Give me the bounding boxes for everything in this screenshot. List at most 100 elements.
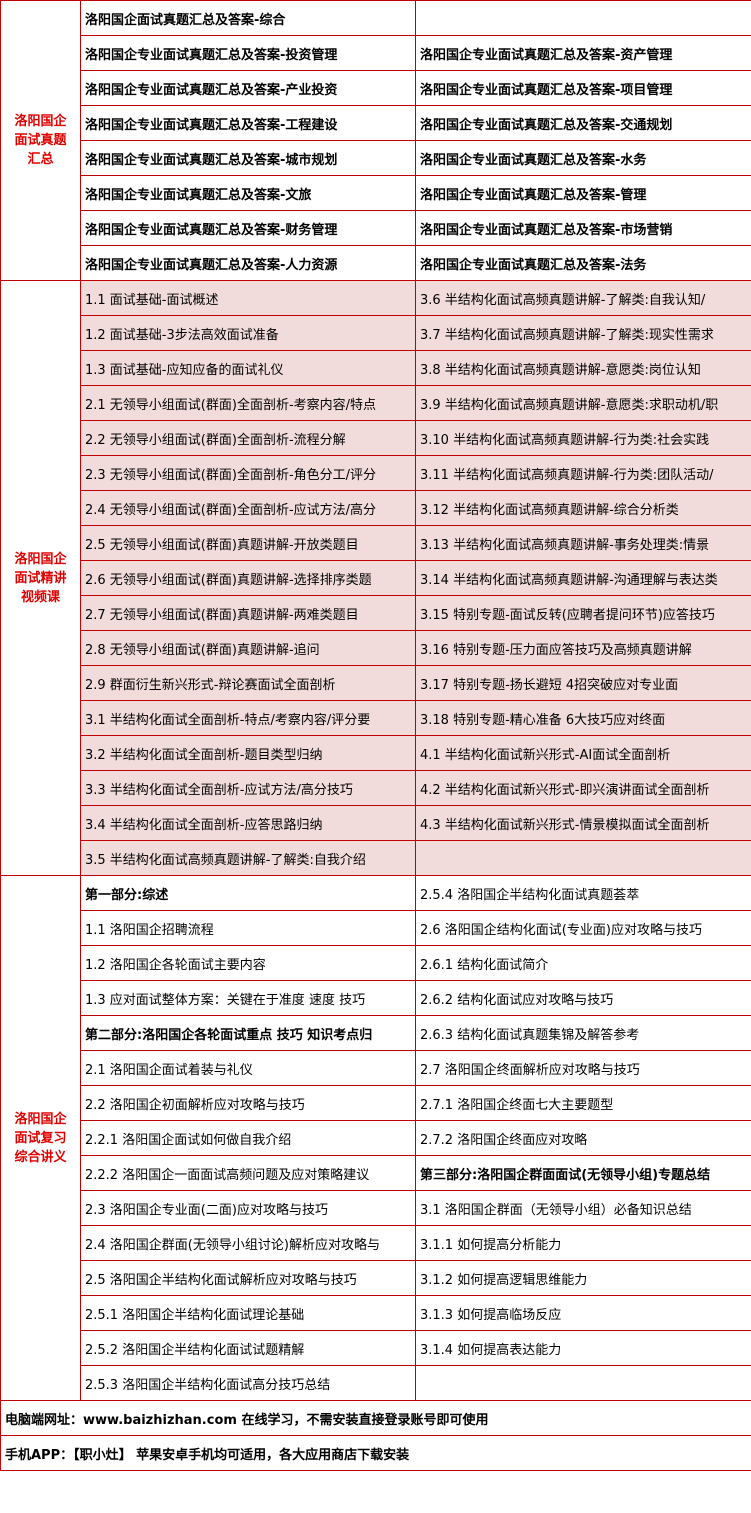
table-row: 2.1 洛阳国企面试着装与礼仪 2.7 洛阳国企终面解析应对攻略与技巧 (1, 1050, 751, 1086)
cell: 洛阳国企专业面试真题汇总及答案-人力资源 (80, 245, 416, 281)
cell: 3.13 半结构化面试高频真题讲解-事务处理类:情景 (415, 525, 751, 561)
cell: 洛阳国企专业面试真题汇总及答案-工程建设 (80, 105, 416, 141)
cell: 3.17 特别专题-扬长避短 4招突破应对专业面 (415, 665, 751, 701)
cell: 2.5 洛阳国企半结构化面试解析应对攻略与技巧 (80, 1260, 416, 1296)
cell: 3.1.4 如何提高表达能力 (415, 1330, 751, 1366)
cell: 1.3 应对面试整体方案：关键在于准度 速度 技巧 (80, 980, 416, 1016)
cell: 1.1 面试基础-面试概述 (80, 280, 416, 316)
table-row: 2.5.2 洛阳国企半结构化面试试题精解 3.1.4 如何提高表达能力 (1, 1330, 751, 1366)
footer-row: 手机APP：【职小灶】 苹果安卓手机均可适用，各大应用商店下载安装 (0, 1435, 751, 1471)
cell: 2.5.2 洛阳国企半结构化面试试题精解 (80, 1330, 416, 1366)
table-row: 3.3 半结构化面试全面剖析-应试方法/高分技巧 4.2 半结构化面试新兴形式-即… (1, 770, 751, 806)
cell: 2.6 无领导小组面试(群面)真题讲解-选择排序类题 (80, 560, 416, 596)
table-row: 2.4 无领导小组面试(群面)全面剖析-应试方法/高分 3.12 半结构化面试高频… (1, 490, 751, 526)
table-row: 洛阳国企专业面试真题汇总及答案-产业投资 洛阳国企专业面试真题汇总及答案-项目管理 (1, 70, 751, 106)
cell: 3.1 洛阳国企群面（无领导小组）必备知识总结 (415, 1190, 751, 1226)
table-row: 2.3 洛阳国企专业面(二面)应对攻略与技巧 3.1 洛阳国企群面（无领导小组）必… (1, 1190, 751, 1226)
table-row: 1.3 面试基础-应知应备的面试礼仪 3.8 半结构化面试高频真题讲解-意愿类:岗… (1, 350, 751, 386)
cell: 3.11 半结构化面试高频真题讲解-行为类:团队活动/ (415, 455, 751, 491)
footer-row: 电脑端网址：www.baizhizhan.com 在线学习，不需安装直接登录账号… (0, 1400, 751, 1436)
cell: 2.6 洛阳国企结构化面试(专业面)应对攻略与技巧 (415, 910, 751, 946)
cell: 2.3 无领导小组面试(群面)全面剖析-角色分工/评分 (80, 455, 416, 491)
table-row: 2.4 洛阳国企群面(无领导小组讨论)解析应对攻略与 3.1.1 如何提高分析能力 (1, 1225, 751, 1261)
cell: 3.15 特别专题-面试反转(应聘者提问环节)应答技巧 (415, 595, 751, 631)
cell: 2.5.3 洛阳国企半结构化面试高分技巧总结 (80, 1365, 416, 1401)
cell: 3.14 半结构化面试高频真题讲解-沟通理解与表达类 (415, 560, 751, 596)
cell: 3.1 半结构化面试全面剖析-特点/考察内容/评分要 (80, 700, 416, 736)
cell: 3.8 半结构化面试高频真题讲解-意愿类:岗位认知 (415, 350, 751, 386)
table-row: 3.1 半结构化面试全面剖析-特点/考察内容/评分要 3.18 特别专题-精心准备… (1, 700, 751, 736)
footer-text: 手机APP：【职小灶】 苹果安卓手机均可适用，各大应用商店下载安装 (0, 1435, 751, 1471)
cell: 第一部分:综述 (80, 875, 416, 911)
cell: 3.1.1 如何提高分析能力 (415, 1225, 751, 1261)
table-row: 1.2 洛阳国企各轮面试主要内容 2.6.1 结构化面试简介 (1, 945, 751, 981)
cell: 2.6.2 结构化面试应对攻略与技巧 (415, 980, 751, 1016)
table-row: 2.5 洛阳国企半结构化面试解析应对攻略与技巧 3.1.2 如何提高逻辑思维能力 (1, 1260, 751, 1296)
cell: 2.4 洛阳国企群面(无领导小组讨论)解析应对攻略与 (80, 1225, 416, 1261)
cell: 洛阳国企专业面试真题汇总及答案-管理 (415, 175, 751, 211)
cell: 4.1 半结构化面试新兴形式-AI面试全面剖析 (415, 735, 751, 771)
cell: 洛阳国企面试真题汇总及答案-综合 (80, 0, 416, 36)
section-title: 洛阳国企面试复习综合讲义 (0, 875, 81, 1401)
footer-text: 电脑端网址：www.baizhizhan.com 在线学习，不需安装直接登录账号… (0, 1400, 751, 1436)
cell: 3.18 特别专题-精心准备 6大技巧应对终面 (415, 700, 751, 736)
cell: 3.6 半结构化面试高频真题讲解-了解类:自我认知/ (415, 280, 751, 316)
table-row: 洛阳国企专业面试真题汇总及答案-工程建设 洛阳国企专业面试真题汇总及答案-交通规划 (1, 105, 751, 141)
cell: 2.6.1 结构化面试简介 (415, 945, 751, 981)
course-table: 洛阳国企面试真题汇总 洛阳国企面试真题汇总及答案-综合 洛阳国企专业面试真题汇总及答… (0, 0, 751, 1471)
table-row: 洛阳国企面试真题汇总 洛阳国企面试真题汇总及答案-综合 (0, 0, 751, 281)
table-row: 2.5.1 洛阳国企半结构化面试理论基础 3.1.3 如何提高临场反应 (1, 1295, 751, 1331)
table-row: 2.2.1 洛阳国企面试如何做自我介绍 2.7.2 洛阳国企终面应对攻略 (1, 1120, 751, 1156)
cell: 2.2.2 洛阳国企一面面试高频问题及应对策略建议 (80, 1155, 416, 1191)
cell: 洛阳国企专业面试真题汇总及答案-城市规划 (80, 140, 416, 176)
cell: 洛阳国企专业面试真题汇总及答案-投资管理 (80, 35, 416, 71)
cell: 2.2.1 洛阳国企面试如何做自我介绍 (80, 1120, 416, 1156)
cell: 洛阳国企专业面试真题汇总及答案-水务 (415, 140, 751, 176)
table-row: 洛阳国企专业面试真题汇总及答案-人力资源 洛阳国企专业面试真题汇总及答案-法务 (1, 245, 751, 281)
cell: 3.1.2 如何提高逻辑思维能力 (415, 1260, 751, 1296)
cell: 1.2 洛阳国企各轮面试主要内容 (80, 945, 416, 981)
cell: 洛阳国企专业面试真题汇总及答案-项目管理 (415, 70, 751, 106)
cell: 洛阳国企专业面试真题汇总及答案-市场营销 (415, 210, 751, 246)
cell: 第二部分:洛阳国企各轮面试重点 技巧 知识考点归 (80, 1015, 416, 1051)
cell: 4.2 半结构化面试新兴形式-即兴演讲面试全面剖析 (415, 770, 751, 806)
table-row: 洛阳国企面试复习综合讲义 第一部分:综述 2.5.4 洛阳国企半结构化面试真题荟萃 (0, 875, 751, 1401)
cell: 1.2 面试基础-3步法高效面试准备 (80, 315, 416, 351)
cell: 3.10 半结构化面试高频真题讲解-行为类:社会实践 (415, 420, 751, 456)
cell: 3.16 特别专题-压力面应答技巧及高频真题讲解 (415, 630, 751, 666)
cell: 洛阳国企专业面试真题汇总及答案-资产管理 (415, 35, 751, 71)
cell: 2.5.4 洛阳国企半结构化面试真题荟萃 (415, 875, 751, 911)
cell: 2.1 洛阳国企面试着装与礼仪 (80, 1050, 416, 1086)
cell: 3.5 半结构化面试高频真题讲解-了解类:自我介绍 (80, 840, 416, 876)
cell: 3.2 半结构化面试全面剖析-题目类型归纳 (80, 735, 416, 771)
table-row: 1.2 面试基础-3步法高效面试准备 3.7 半结构化面试高频真题讲解-了解类:现… (1, 315, 751, 351)
cell: 2.7.1 洛阳国企终面七大主要题型 (415, 1085, 751, 1121)
cell (415, 840, 751, 876)
table-row: 2.6 无领导小组面试(群面)真题讲解-选择排序类题 3.14 半结构化面试高频真… (1, 560, 751, 596)
cell (415, 0, 751, 36)
section-title: 洛阳国企面试真题汇总 (0, 0, 81, 281)
table-row: 2.7 无领导小组面试(群面)真题讲解-两难类题目 3.15 特别专题-面试反转(… (1, 595, 751, 631)
cell: 1.1 洛阳国企招聘流程 (80, 910, 416, 946)
table-row: 2.2 洛阳国企初面解析应对攻略与技巧 2.7.1 洛阳国企终面七大主要题型 (1, 1085, 751, 1121)
table-row: 洛阳国企专业面试真题汇总及答案-投资管理 洛阳国企专业面试真题汇总及答案-资产管理 (1, 35, 751, 71)
cell: 2.6.3 结构化面试真题集锦及解答参考 (415, 1015, 751, 1051)
cell: 2.1 无领导小组面试(群面)全面剖析-考察内容/特点 (80, 385, 416, 421)
table-row: 洛阳国企专业面试真题汇总及答案-财务管理 洛阳国企专业面试真题汇总及答案-市场营销 (1, 210, 751, 246)
cell: 第三部分:洛阳国企群面面试(无领导小组)专题总结 (415, 1155, 751, 1191)
table-row: 第二部分:洛阳国企各轮面试重点 技巧 知识考点归 2.6.3 结构化面试真题集锦及… (1, 1015, 751, 1051)
cell: 2.7 洛阳国企终面解析应对攻略与技巧 (415, 1050, 751, 1086)
table-row: 2.1 无领导小组面试(群面)全面剖析-考察内容/特点 3.9 半结构化面试高频真… (1, 385, 751, 421)
table-row: 2.9 群面衍生新兴形式-辩论赛面试全面剖析 3.17 特别专题-扬长避短 4招突… (1, 665, 751, 701)
cell: 2.5.1 洛阳国企半结构化面试理论基础 (80, 1295, 416, 1331)
table-row: 洛阳国企面试精讲视频课 1.1 面试基础-面试概述 3.6 半结构化面试高频真题讲解… (0, 280, 751, 876)
cell: 2.8 无领导小组面试(群面)真题讲解-追问 (80, 630, 416, 666)
cell: 洛阳国企专业面试真题汇总及答案-交通规划 (415, 105, 751, 141)
cell: 2.5 无领导小组面试(群面)真题讲解-开放类题目 (80, 525, 416, 561)
cell: 2.2 无领导小组面试(群面)全面剖析-流程分解 (80, 420, 416, 456)
table-row: 2.5 无领导小组面试(群面)真题讲解-开放类题目 3.13 半结构化面试高频真题… (1, 525, 751, 561)
cell: 2.7 无领导小组面试(群面)真题讲解-两难类题目 (80, 595, 416, 631)
table-row: 2.3 无领导小组面试(群面)全面剖析-角色分工/评分 3.11 半结构化面试高频… (1, 455, 751, 491)
table-row: 1.3 应对面试整体方案：关键在于准度 速度 技巧 2.6.2 结构化面试应对攻略… (1, 980, 751, 1016)
